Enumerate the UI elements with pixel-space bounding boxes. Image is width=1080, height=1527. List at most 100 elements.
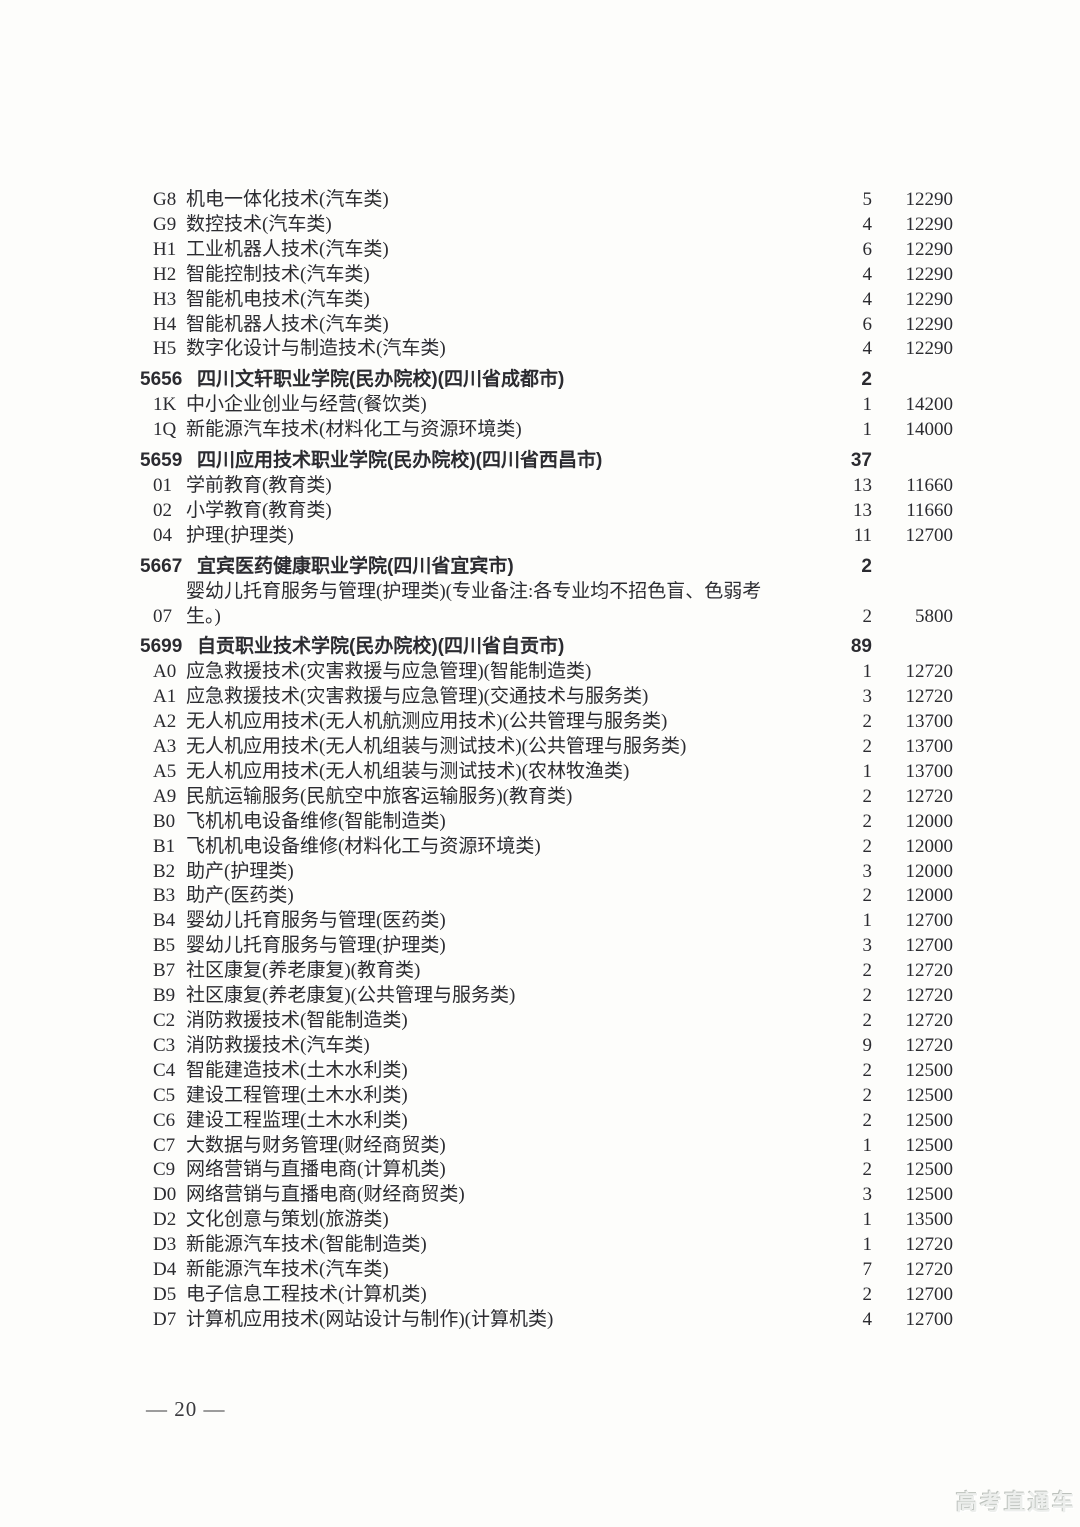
major-fee: 12720 xyxy=(905,1234,954,1256)
major-quota: 2 xyxy=(862,711,873,733)
major-name: 中小企业创业与经营(餐饮类) xyxy=(186,394,427,416)
major-quota: 13 xyxy=(853,474,872,496)
major-code: B7 xyxy=(153,960,176,982)
major-name: 文化创意与策划(旅游类) xyxy=(186,1209,389,1231)
major-code: 02 xyxy=(153,499,172,521)
major-row: B7 社区康复(养老康复)(教育类) 2 12720 xyxy=(140,959,953,984)
major-code: A5 xyxy=(153,760,177,782)
major-name: 网络营销与直播电商(财经商贸类) xyxy=(186,1184,465,1206)
major-code: 1K xyxy=(153,394,177,416)
major-code: C5 xyxy=(153,1084,176,1106)
major-name: 智能机器人技术(汽车类) xyxy=(186,313,389,335)
major-code: D3 xyxy=(153,1234,177,1256)
major-name: 学前教育(教育类) xyxy=(186,474,332,496)
major-code: G8 xyxy=(153,189,177,210)
major-code: 01 xyxy=(153,474,172,496)
major-name: 无人机应用技术(无人机组装与测试技术)(公共管理与服务类) xyxy=(186,736,687,758)
major-fee: 12290 xyxy=(905,313,954,335)
college-block: 5667 宜宾医药健康职业学院(四川省宜宾市) 2 07 婴幼儿托育服务与管理(护理类)… xyxy=(140,555,953,630)
major-name: 网络营销与直播电商(计算机类) xyxy=(186,1159,446,1181)
major-row: D0 网络营销与直播电商(财经商贸类) 3 12500 xyxy=(140,1183,953,1208)
major-quota: 2 xyxy=(862,885,873,907)
major-quota: 11 xyxy=(853,524,872,546)
major-quota: 1 xyxy=(862,1134,873,1156)
college-code: 5656 xyxy=(140,369,183,391)
major-code: H1 xyxy=(153,238,177,260)
major-fee: 12700 xyxy=(905,935,954,957)
college-block: 5656 四川文轩职业学院(民办院校)(四川省成都市) 2 1K 中小企业创业与经营(餐… xyxy=(140,368,953,443)
major-name: 飞机机电设备维修(材料化工与资源环境类) xyxy=(186,835,541,857)
major-code: H2 xyxy=(153,263,177,285)
major-row: C4 智能建造技术(土木水利类) 2 12500 xyxy=(140,1059,953,1084)
major-row: C5 建设工程管理(土木水利类) 2 12500 xyxy=(140,1084,953,1109)
major-fee: 13500 xyxy=(905,1209,954,1231)
major-code: H3 xyxy=(153,288,177,310)
major-fee: 12720 xyxy=(905,785,954,807)
watermark-gaokao-zhitongche: 高考直通车 xyxy=(955,1490,1076,1515)
major-row: H5 数字化设计与制造技术(汽车类) 4 12290 xyxy=(140,337,953,362)
major-fee: 12000 xyxy=(905,860,954,882)
major-fee: 14200 xyxy=(905,394,954,416)
major-name: 数字化设计与制造技术(汽车类) xyxy=(186,338,446,360)
major-row: B5 婴幼儿托育服务与管理(护理类) 3 12700 xyxy=(140,934,953,959)
major-fee: 12500 xyxy=(905,1134,954,1156)
major-fee: 14000 xyxy=(905,419,954,441)
major-fee: 12700 xyxy=(905,524,954,546)
major-code: B3 xyxy=(153,885,176,907)
major-name: 智能控制技术(汽车类) xyxy=(186,263,370,285)
major-quota: 4 xyxy=(862,288,873,310)
major-quota: 4 xyxy=(862,213,873,235)
college-header-row: 5699 自贡职业技术学院(民办院校)(四川省自贡市) 89 xyxy=(140,635,953,660)
major-name: 社区康复(养老康复)(公共管理与服务类) xyxy=(186,985,516,1007)
major-row: G9 数控技术(汽车类) 4 12290 xyxy=(140,213,953,238)
major-row: B9 社区康复(养老康复)(公共管理与服务类) 2 12720 xyxy=(140,984,953,1009)
major-name: 计算机应用技术(网站设计与制作)(计算机类) xyxy=(186,1308,554,1330)
major-row: A5 无人机应用技术(无人机组装与测试技术)(农林牧渔类) 1 13700 xyxy=(140,760,953,785)
major-code: D0 xyxy=(153,1184,177,1206)
college-block: 5659 四川应用技术职业学院(民办院校)(四川省西昌市) 37 01 学前教育(教育类… xyxy=(140,449,953,549)
major-quota: 3 xyxy=(862,1184,873,1206)
major-row: B4 婴幼儿托育服务与管理(医药类) 1 12700 xyxy=(140,909,953,934)
major-name: 无人机应用技术(无人机组装与测试技术)(农林牧渔类) xyxy=(186,760,630,782)
major-fee: 12500 xyxy=(905,1084,954,1106)
major-code: C3 xyxy=(153,1034,176,1056)
major-name: 数控技术(汽车类) xyxy=(186,213,332,235)
major-row: B1 飞机机电设备维修(材料化工与资源环境类) 2 12000 xyxy=(140,835,953,860)
major-quota: 1 xyxy=(862,394,873,416)
major-name: 智能机电技术(汽车类) xyxy=(186,288,370,310)
major-name: 婴幼儿托育服务与管理(医药类) xyxy=(186,910,446,932)
major-fee: 12720 xyxy=(905,686,954,708)
plan-table: G8 机电一体化技术(汽车类) 5 12290 G9 数控技术(汽车类) 4 12290 H1 工… xyxy=(140,188,953,1333)
major-row: H4 智能机器人技术(汽车类) 6 12290 xyxy=(140,313,953,338)
major-quota: 2 xyxy=(862,835,873,857)
major-fee: 12000 xyxy=(905,810,954,832)
major-row: D5 电子信息工程技术(计算机类) 2 12700 xyxy=(140,1283,953,1308)
college-quota: 89 xyxy=(850,636,872,658)
college-name: 四川文轩职业学院(民办院校)(四川省成都市) xyxy=(197,369,565,391)
major-quota: 2 xyxy=(862,1159,873,1181)
major-fee: 12290 xyxy=(905,189,954,210)
major-row: H2 智能控制技术(汽车类) 4 12290 xyxy=(140,263,953,288)
major-name: 机电一体化技术(汽车类) xyxy=(186,189,389,210)
major-row: C9 网络营销与直播电商(计算机类) 2 12500 xyxy=(140,1158,953,1183)
major-fee: 13700 xyxy=(905,736,954,758)
major-name: 智能建造技术(土木水利类) xyxy=(186,1059,408,1081)
major-name: 应急救援技术(灾害救援与应急管理)(交通技术与服务类) xyxy=(186,686,649,708)
major-code: B2 xyxy=(153,860,176,882)
major-code: A1 xyxy=(153,686,177,708)
major-fee: 12700 xyxy=(905,1308,954,1330)
major-code: B0 xyxy=(153,810,176,832)
major-quota: 1 xyxy=(862,661,873,683)
major-code: 04 xyxy=(153,524,172,546)
major-row: D2 文化创意与策划(旅游类) 1 13500 xyxy=(140,1208,953,1233)
major-code: C6 xyxy=(153,1109,176,1131)
major-quota: 5 xyxy=(862,189,873,210)
major-name: 助产(医药类) xyxy=(186,885,294,907)
major-code: C9 xyxy=(153,1159,176,1181)
major-row: C7 大数据与财务管理(财经商贸类) 1 12500 xyxy=(140,1134,953,1159)
major-row: A2 无人机应用技术(无人机航测应用技术)(公共管理与服务类) 2 13700 xyxy=(140,710,953,735)
major-name: 应急救援技术(灾害救援与应急管理)(智能制造类) xyxy=(186,661,592,683)
page-number: — 20 — xyxy=(146,1397,226,1421)
major-fee: 12500 xyxy=(905,1109,954,1131)
major-code: A3 xyxy=(153,736,177,758)
